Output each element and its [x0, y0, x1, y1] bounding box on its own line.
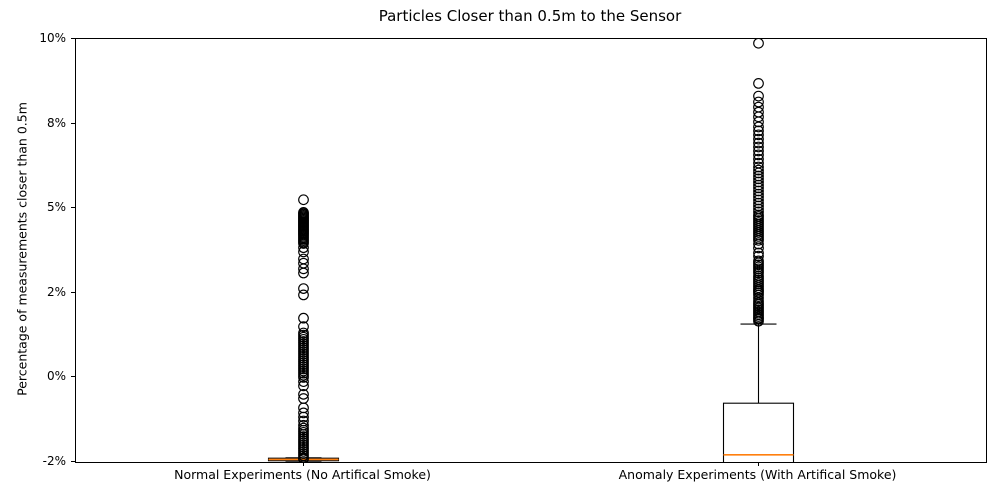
outlier-point: [753, 173, 764, 185]
x-tick-mark: [302, 462, 304, 466]
outlier-point: [753, 145, 764, 157]
outlier-point: [753, 121, 764, 133]
outlier-point: [753, 185, 764, 197]
outlier-point: [298, 321, 309, 333]
outlier-point: [753, 170, 764, 182]
outlier-point: [753, 153, 764, 165]
y-tick-mark: [71, 376, 75, 378]
outlier-point: [753, 191, 764, 203]
outlier-point: [298, 380, 309, 392]
x-category-label: Normal Experiments (No Artifical Smoke): [174, 467, 431, 482]
y-tick-mark: [71, 207, 75, 209]
outlier-point: [298, 289, 309, 301]
outlier-point: [753, 315, 764, 327]
outlier-point: [753, 137, 764, 149]
y-tick-label: -2%: [42, 454, 66, 468]
outlier-point: [298, 283, 309, 294]
y-tick-mark: [71, 38, 75, 39]
outlier-point: [753, 149, 764, 161]
boxplot-canvas: [267, 39, 795, 462]
outlier-point: [753, 167, 764, 179]
y-tick-label: 5%: [46, 200, 66, 215]
outlier-point: [753, 250, 764, 262]
outlier-point: [298, 453, 309, 462]
outlier-point: [298, 242, 309, 254]
outlier-point: [298, 238, 309, 249]
outlier-point: [298, 263, 309, 275]
outlier-point: [298, 267, 309, 279]
outlier-point: [753, 234, 764, 246]
outlier-point: [753, 39, 764, 49]
outlier-point: [298, 194, 309, 206]
box: [722, 402, 795, 462]
outlier-point: [753, 206, 764, 218]
outlier-point: [298, 411, 309, 423]
outlier-point: [753, 238, 764, 250]
outlier-point: [753, 161, 764, 173]
outlier-point: [753, 116, 764, 128]
y-tick-mark: [71, 122, 75, 124]
y-axis-label: Percentage of measurements closer than 0…: [14, 102, 30, 396]
outlier-point: [298, 388, 309, 400]
outlier-point: [753, 242, 764, 254]
outlier-point: [753, 141, 764, 153]
outlier-point: [753, 78, 764, 89]
x-tick-mark: [757, 462, 759, 466]
y-tick-label: 2%: [46, 284, 66, 299]
outlier-point: [753, 197, 764, 209]
y-tick-mark: [71, 291, 75, 293]
outlier-point: [753, 125, 764, 137]
outlier-point: [753, 176, 764, 188]
x-category-label: Anomaly Experiments (With Artifical Smok…: [618, 467, 897, 482]
outlier-point: [753, 188, 764, 200]
outlier-point: [298, 372, 309, 383]
y-tick-label: 8%: [46, 115, 66, 130]
outlier-point: [753, 164, 764, 176]
outlier-point: [753, 179, 764, 191]
outlier-point: [753, 90, 764, 102]
outlier-point: [298, 312, 309, 324]
y-tick-label: 10%: [39, 31, 66, 45]
chart-title: Particles Closer than 0.5m to the Sensor: [378, 7, 682, 25]
outlier-point: [753, 194, 764, 206]
y-tick-mark: [71, 461, 75, 462]
outlier-point: [298, 407, 309, 419]
outlier-point: [753, 267, 764, 279]
outlier-point: [753, 200, 764, 212]
outlier-point: [753, 129, 764, 141]
outlier-point: [298, 376, 309, 388]
outlier-point: [298, 246, 309, 258]
y-tick-label: 0%: [46, 369, 66, 384]
outlier-point: [753, 133, 764, 145]
plot-area: [75, 38, 987, 463]
outlier-point: [753, 182, 764, 194]
